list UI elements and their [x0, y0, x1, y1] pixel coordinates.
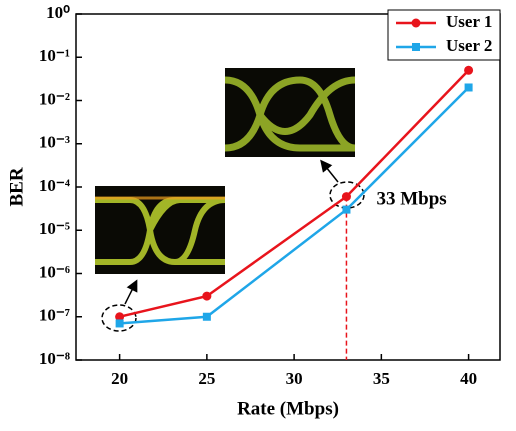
- y-tick-label: 10⁻²: [39, 89, 70, 108]
- data-point: [115, 319, 124, 328]
- y-tick-label: 10⁻¹: [39, 46, 70, 65]
- arrow: [124, 279, 138, 305]
- legend-label: User 1: [446, 12, 492, 31]
- highlight-ellipse: [329, 181, 365, 209]
- highlight-ellipse: [101, 304, 137, 332]
- y-tick-label: 10⁻⁵: [39, 219, 70, 238]
- data-point: [464, 83, 473, 92]
- y-tick-label: 10⁻³: [39, 133, 70, 152]
- data-point: [411, 18, 421, 28]
- x-tick-label: 20: [111, 369, 128, 388]
- y-axis-label: BER: [6, 167, 27, 206]
- arrow: [320, 159, 339, 183]
- x-axis-label: Rate (Mbps): [237, 398, 339, 419]
- data-point: [412, 43, 420, 51]
- data-point: [464, 65, 474, 75]
- x-tick-label: 40: [460, 369, 477, 388]
- series-line: [119, 86, 470, 325]
- legend-label: User 2: [446, 36, 492, 55]
- x-tick-label: 25: [198, 369, 215, 388]
- y-tick-label: 10⁰: [46, 3, 70, 22]
- data-point: [202, 312, 211, 321]
- series-line: [119, 69, 470, 318]
- data-point: [115, 312, 125, 322]
- eye-diagram: [95, 186, 226, 274]
- x-tick-label: 30: [286, 369, 303, 388]
- y-tick-label: 10⁻⁴: [39, 176, 70, 195]
- data-point: [341, 192, 351, 202]
- data-point: [342, 205, 351, 214]
- y-tick-label: 10⁻⁶: [39, 262, 70, 281]
- y-tick-label: 10⁻⁸: [39, 349, 70, 368]
- x-tick-label: 35: [373, 369, 390, 388]
- eye-diagram: [224, 68, 356, 157]
- y-tick-label: 10⁻⁷: [39, 306, 70, 325]
- annotation-text: 33 Mbps: [376, 188, 446, 209]
- legend: [387, 9, 501, 61]
- data-point: [202, 291, 212, 301]
